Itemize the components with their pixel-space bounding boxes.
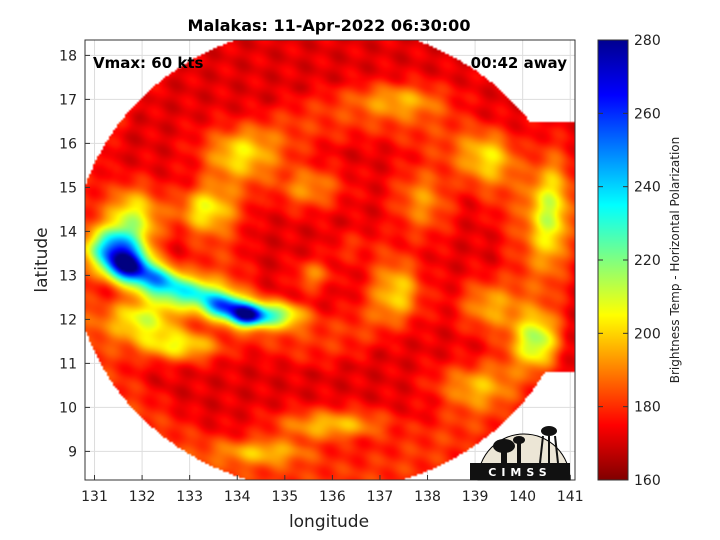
plot-area: 131 132 133 134 135 136 137 138 139 140 141 9 10 11 1…	[59, 39, 584, 505]
y-tick-label: 9	[68, 444, 77, 460]
y-axis-ticks: 9 10 11 12 13 14 15 16 17 18	[59, 48, 90, 460]
y-tick-label: 13	[59, 268, 77, 284]
colorbar-tick-label: 280	[634, 33, 661, 49]
x-axis-ticks: 131 132 133 134 135 136 137 138 139 140 141	[81, 475, 584, 505]
y-tick-label: 14	[59, 224, 77, 240]
x-tick-label: 131	[81, 489, 108, 505]
colorbar-tick-label: 240	[634, 180, 661, 196]
colorbar-tick-label: 180	[634, 400, 661, 416]
colorbar: 160 180 200 220 240 260 280 Brightness Temp - …	[597, 33, 682, 489]
x-tick-label: 139	[462, 489, 489, 505]
x-tick-label: 138	[414, 489, 441, 505]
y-axis-label: latitude	[32, 227, 52, 292]
colorbar-tick-label: 160	[634, 473, 661, 489]
x-tick-label: 141	[557, 489, 584, 505]
plot-frame	[84, 39, 576, 481]
colorbar-tick-label: 200	[634, 326, 661, 342]
vmax-label: Vmax: 60 kts	[93, 54, 203, 72]
y-tick-label: 11	[59, 356, 77, 372]
x-tick-label: 136	[319, 489, 346, 505]
x-tick-label: 135	[271, 489, 298, 505]
y-tick-label: 10	[59, 400, 77, 416]
colorbar-tick-label: 220	[634, 253, 661, 269]
away-label: 00:42 away	[471, 54, 568, 72]
x-axis-label: longitude	[289, 512, 369, 532]
y-tick-label: 16	[59, 136, 77, 152]
x-tick-label: 134	[224, 489, 251, 505]
y-tick-label: 17	[59, 92, 77, 108]
logo-text: CIMSS	[488, 466, 551, 479]
x-tick-label: 133	[176, 489, 203, 505]
x-tick-label: 132	[129, 489, 156, 505]
plot-title: Malakas: 11-Apr-2022 06:30:00	[188, 16, 471, 35]
brightness-temp-swath	[85, 40, 575, 480]
colorbar-label: Brightness Temp - Horizontal Polarizatio…	[668, 137, 682, 384]
y-tick-label: 18	[59, 48, 77, 64]
y-tick-label: 12	[59, 312, 77, 328]
x-tick-label: 137	[367, 489, 394, 505]
y-tick-label: 15	[59, 180, 77, 196]
cimss-logo: CIMSS	[470, 426, 571, 481]
colorbar-tick-label: 260	[634, 106, 661, 122]
x-tick-label: 140	[509, 489, 536, 505]
colorbar-ticks: 160 180 200 220 240 260 280	[598, 33, 661, 489]
